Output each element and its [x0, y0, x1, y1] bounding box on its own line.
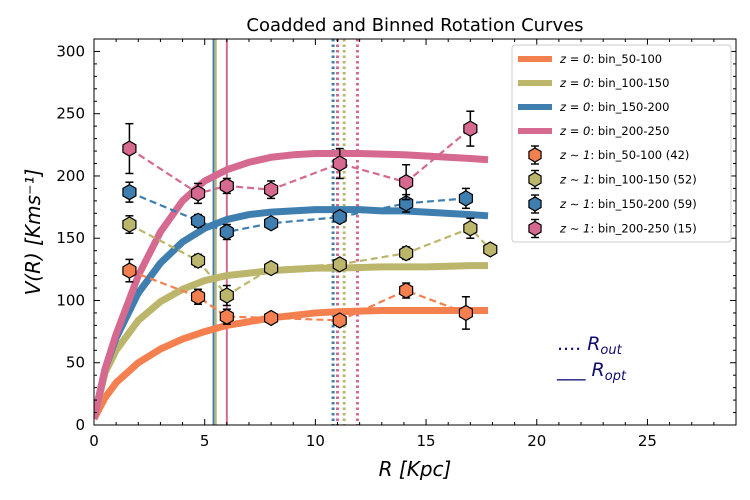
y-axis: 0 50 100 150 200 250 300 [56, 42, 736, 434]
y-tick-label: 300 [56, 42, 85, 60]
legend-label: z = 0: bin_100-150 [559, 76, 669, 90]
data-point [458, 304, 474, 322]
model-curve [94, 150, 489, 420]
data-point [458, 190, 474, 207]
legend-label-z: z = 0 [559, 76, 590, 90]
r-opt-subscript: opt [605, 369, 627, 384]
y-tick-label: 50 [66, 354, 85, 372]
legend-label-bin: : bin_50-100 (42) [590, 148, 689, 162]
y-tick-label: 150 [56, 229, 85, 247]
data-point [332, 256, 347, 273]
legend-label-bin: : bin_100-150 [590, 76, 669, 90]
data-point [219, 177, 234, 195]
legend-label-bin: : bin_50-100 [590, 52, 662, 66]
legend-label-bin: : bin_100-150 (52) [590, 173, 696, 187]
legend-label-z: z = 0 [559, 52, 590, 66]
model-curve [94, 262, 489, 420]
data-point [190, 212, 206, 229]
data-point [399, 244, 414, 262]
r-opt-symbol: R [592, 359, 605, 381]
x-tick-label: 5 [200, 432, 210, 450]
x-axis: 0 5 10 15 20 25 [89, 39, 737, 450]
legend-label: z = 0: bin_150-200 [559, 100, 669, 114]
legend-label-bin: : bin_150-200 (59) [590, 197, 696, 211]
legend-label-bin: : bin_150-200 [590, 100, 669, 114]
data-point [332, 208, 347, 226]
data-point [332, 155, 347, 172]
legend-swatch-marker [528, 196, 542, 212]
legend-box [511, 44, 732, 243]
data-point [332, 312, 347, 329]
model-curve [94, 206, 489, 420]
data-point [264, 215, 279, 232]
data-point [219, 308, 234, 325]
legend-label-z: z ∼ 1 [559, 148, 590, 162]
data-point [190, 252, 206, 269]
model-curve [94, 306, 489, 421]
data-point [399, 173, 414, 191]
binned-series-line [128, 127, 472, 195]
data-point [463, 220, 478, 237]
r-annotations: .... Rout___ Ropt [556, 333, 627, 384]
r-out-annotation: .... Rout [557, 333, 623, 358]
legend-label: z = 0: bin_200-250 [559, 124, 669, 138]
binned-points [122, 110, 498, 330]
y-tick-label: 200 [56, 167, 85, 185]
x-tick-label: 20 [527, 432, 546, 450]
legend-label: z = 0: bin_50-100 [559, 52, 662, 66]
legend-label-bin: : bin_200-250 (15) [590, 222, 696, 236]
legend-label-z: z ∼ 1 [559, 173, 590, 187]
y-tick-label: 0 [75, 416, 85, 434]
legend-label-z: z = 0 [559, 124, 590, 138]
legend-swatch-marker [528, 147, 542, 163]
legend-label: z ∼ 1: bin_100-150 (52) [559, 173, 697, 187]
data-point [219, 223, 234, 241]
legend-label: z ∼ 1: bin_150-200 (59) [559, 197, 697, 211]
x-tick-label: 15 [417, 432, 436, 450]
r-out-dots: .... [557, 333, 587, 355]
data-point [122, 140, 137, 157]
y-axis-label: V(R) [Kms⁻¹] [21, 169, 45, 296]
y-tick-label: 100 [56, 291, 85, 309]
plot-frame [93, 38, 737, 426]
x-axis-label: R [Kpc] [379, 457, 452, 481]
x-tick-label: 0 [89, 432, 99, 450]
r-out-symbol: R [587, 333, 600, 355]
data-point [219, 287, 234, 304]
legend-label: z ∼ 1: bin_50-100 (42) [559, 148, 689, 162]
r-opt-line: ___ [556, 359, 592, 381]
data-point [190, 185, 206, 202]
y-tick-label: 250 [56, 105, 85, 123]
data-point [122, 183, 137, 201]
legend-label-z: z ∼ 1 [559, 222, 590, 236]
r-out-subscript: out [600, 343, 622, 358]
x-tick-label: 25 [638, 432, 657, 450]
legend-label-z: z ∼ 1 [559, 197, 590, 211]
marker-lines [212, 39, 359, 425]
data-point [264, 309, 279, 327]
legend-swatch-marker [528, 171, 542, 188]
legend-swatch-marker [528, 220, 542, 237]
data-point [122, 216, 137, 233]
model-curves [94, 150, 489, 421]
legend-label-z: z = 0 [559, 100, 590, 114]
legend-label: z ∼ 1: bin_200-250 (15) [559, 222, 697, 236]
chart-title: Coadded and Binned Rotation Curves [246, 15, 583, 36]
data-point [264, 181, 279, 198]
legend-label-bin: : bin_200-250 [590, 124, 669, 138]
data-point [399, 282, 414, 299]
binned-series-line [128, 223, 492, 297]
r-opt-annotation: ___ Ropt [556, 359, 627, 384]
x-tick-label: 10 [306, 432, 325, 450]
data-point [483, 241, 498, 258]
data-point [264, 259, 279, 277]
data-point [190, 288, 206, 305]
data-point [122, 262, 137, 279]
data-point [463, 120, 478, 137]
